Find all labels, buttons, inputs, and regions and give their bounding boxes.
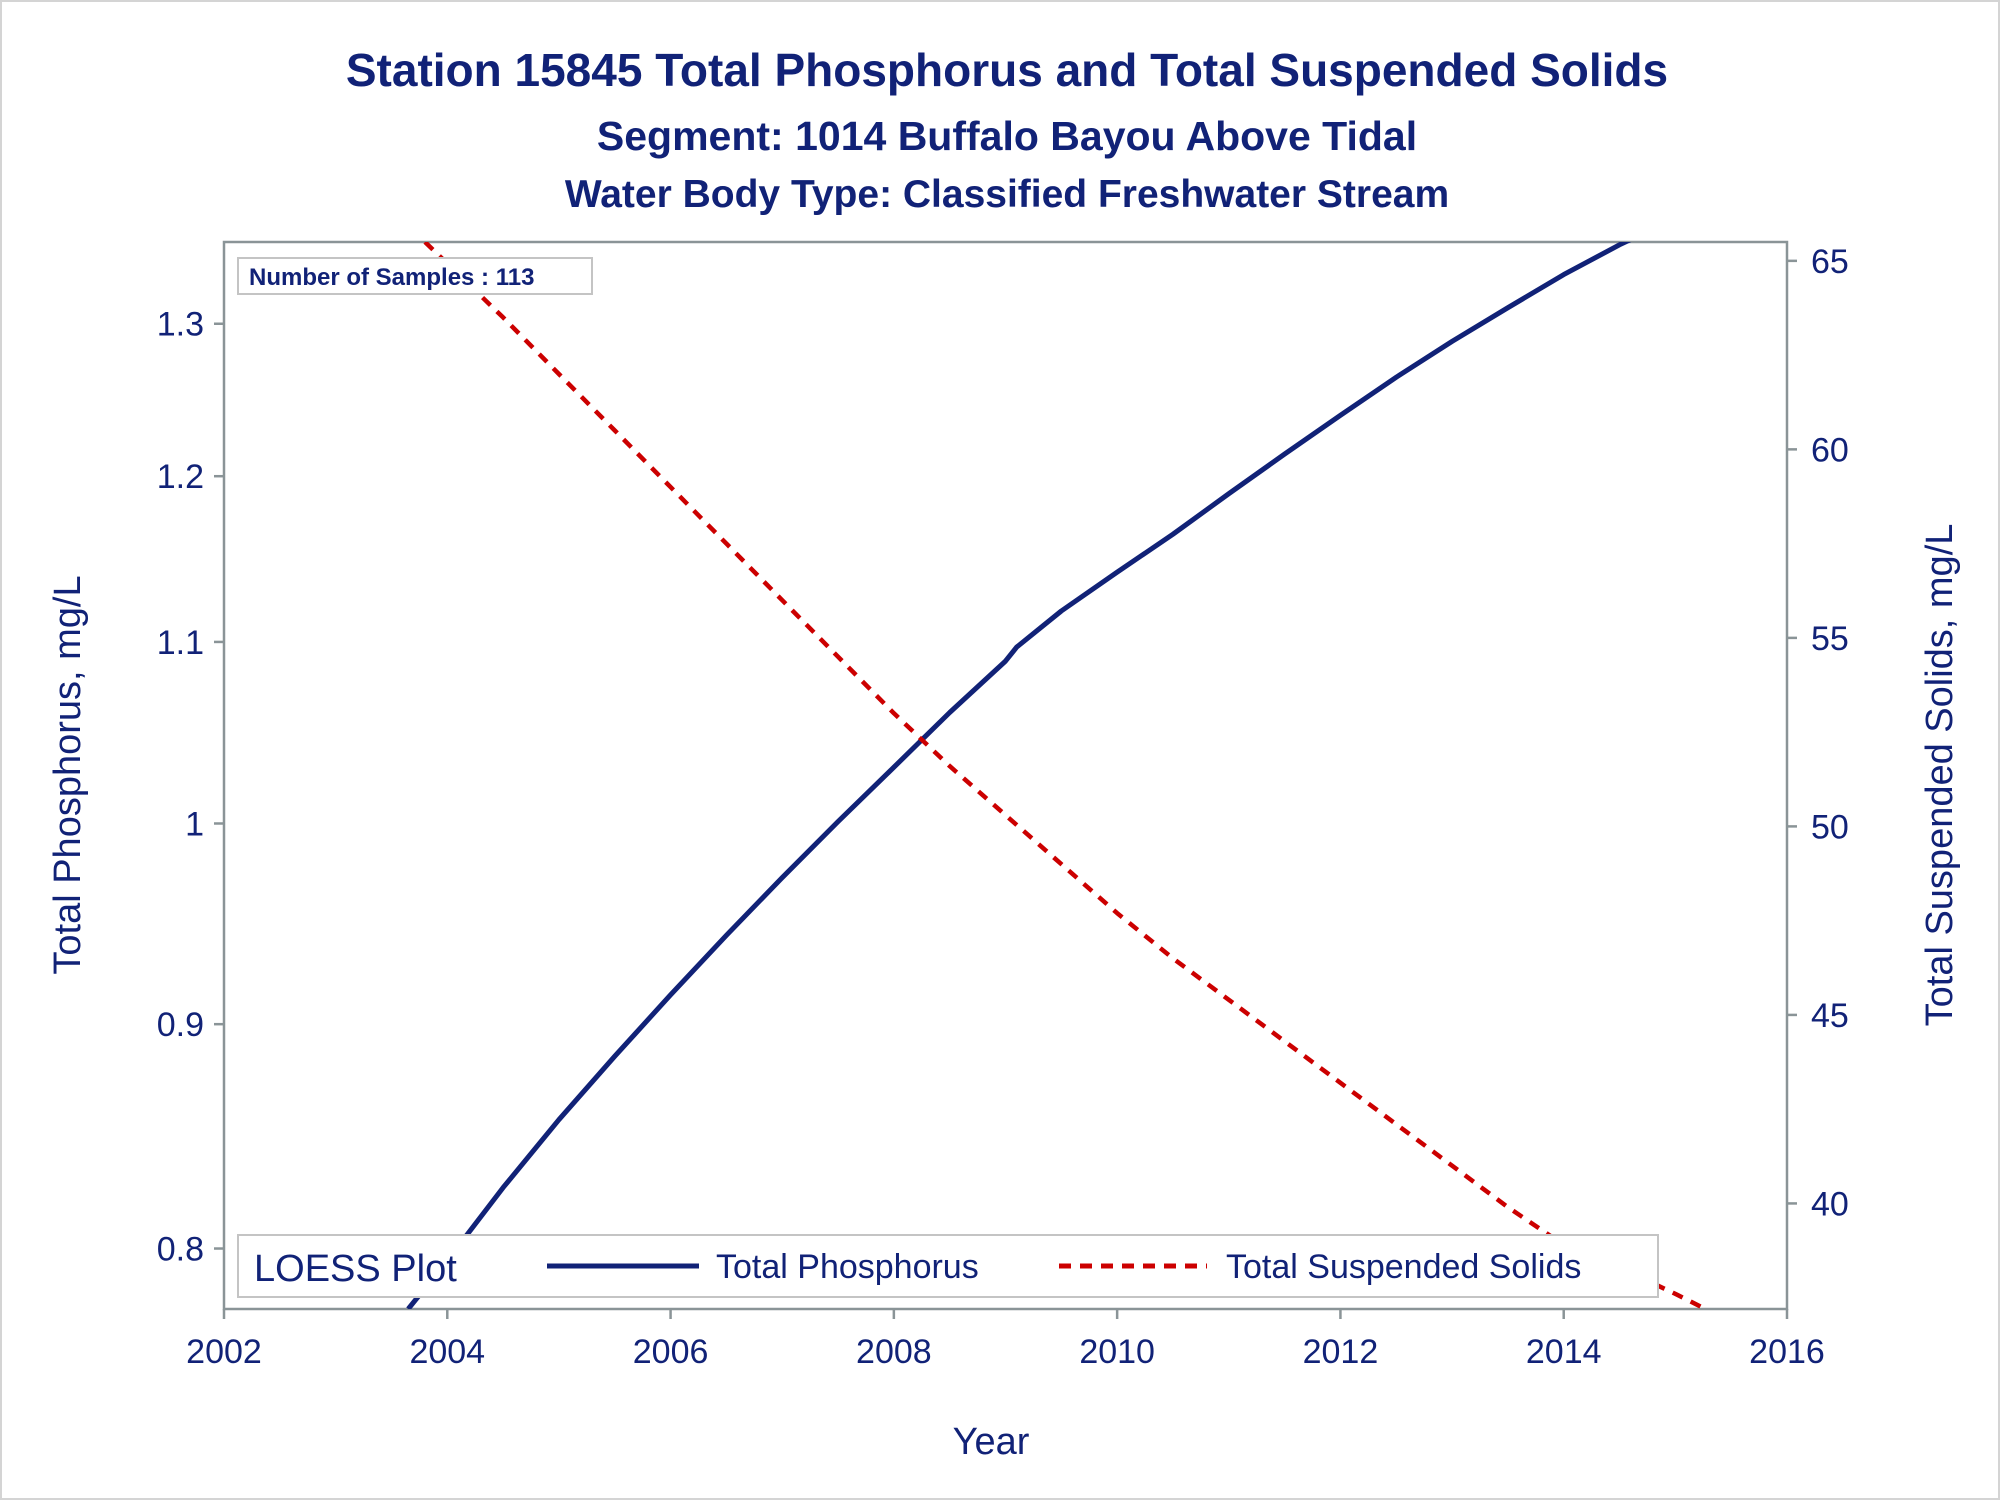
- y-tick-label-0-8: 0.8: [157, 1231, 204, 1269]
- x-tick-label-2010: 2010: [1079, 1333, 1155, 1371]
- y2-tick-label-65: 65: [1811, 243, 1849, 281]
- legend: LOESS Plot Total Phosphorus Total Suspen…: [237, 1234, 1659, 1298]
- x-tick-label-2012: 2012: [1303, 1333, 1379, 1371]
- y2-tick-label-50: 50: [1811, 808, 1849, 846]
- y-tick-label-1-2: 1.2: [157, 458, 204, 496]
- x-tick-label-2004: 2004: [409, 1333, 485, 1371]
- legend-label-total-suspended-solids: Total Suspended Solids: [1226, 1248, 1581, 1286]
- x-axis-label: Year: [953, 1421, 1030, 1463]
- legend-label-total-phosphorus: Total Phosphorus: [716, 1248, 979, 1286]
- y-tick-label-1-1: 1.1: [157, 624, 204, 662]
- series-line-total-suspended-solids: [423, 242, 1707, 1309]
- y2-tick-label-60: 60: [1811, 431, 1849, 469]
- y2-tick-label-45: 45: [1811, 997, 1849, 1035]
- y-axis-label-left: Total Phosphorus, mg/L: [47, 575, 89, 974]
- series-line-total-phosphorus: [406, 242, 1632, 1309]
- x-tick-label-2008: 2008: [856, 1333, 932, 1371]
- sample-count-box: Number of Samples : 113: [237, 257, 593, 295]
- plot-area-frame: [222, 240, 1789, 1311]
- legend-frame: [237, 1234, 1659, 1298]
- y-tick-label-1-3: 1.3: [157, 306, 204, 344]
- y-axis-right: 40 45 50 55 60 65: [1787, 243, 1849, 1223]
- y2-tick-label-55: 55: [1811, 620, 1849, 658]
- series-layer: [406, 242, 1707, 1309]
- x-tick-label-2006: 2006: [633, 1333, 709, 1371]
- y-axis-left: 0.8 0.9 1 1.1 1.2 1.3: [157, 306, 224, 1269]
- chart-subtitle-2: Water Body Type: Classified Freshwater S…: [565, 173, 1449, 216]
- x-axis: 2002 2004 2006 2008 2010 2012 2014 2016: [186, 1309, 1825, 1371]
- x-tick-label-2014: 2014: [1526, 1333, 1602, 1371]
- chart-title: Station 15845 Total Phosphorus and Total…: [346, 44, 1668, 96]
- chart-subtitle: Segment: 1014 Buffalo Bayou Above Tidal: [597, 113, 1417, 159]
- sample-count-label: Number of Samples : 113: [249, 264, 534, 291]
- y-axis-label-right: Total Suspended Solids, mg/L: [1919, 524, 1961, 1027]
- y-tick-label-1: 1: [185, 805, 204, 843]
- legend-title: LOESS Plot: [254, 1248, 457, 1290]
- x-tick-label-2002: 2002: [186, 1333, 262, 1371]
- y-tick-label-0-9: 0.9: [157, 1006, 204, 1044]
- y2-tick-label-40: 40: [1811, 1185, 1849, 1223]
- x-tick-label-2016: 2016: [1749, 1333, 1825, 1371]
